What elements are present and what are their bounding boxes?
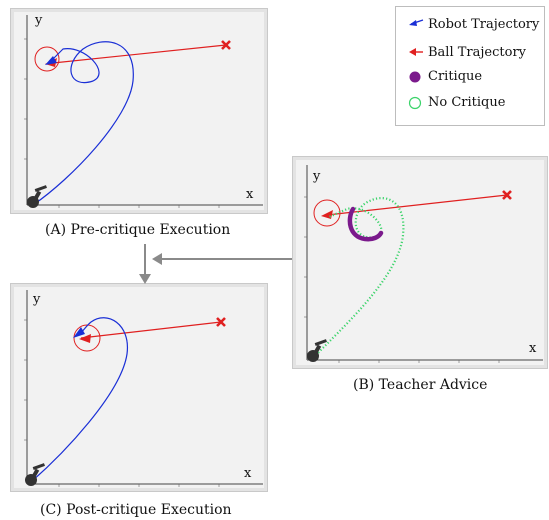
ball-trajectory: [326, 194, 508, 216]
catch-zone-circle: [73, 324, 101, 352]
critique-segment: [347, 206, 384, 242]
robot-icon: [307, 339, 327, 362]
robot-trajectory: [30, 317, 128, 483]
legend: Robot Trajectory Ball Trajectory Critiqu…: [395, 6, 545, 126]
y-axis-label: y: [35, 13, 43, 28]
robot-icon: [25, 463, 45, 486]
y-axis-label: y: [313, 169, 321, 184]
panel-b-plot: [304, 165, 543, 363]
panel-c-post-critique: y x: [10, 283, 268, 492]
ball-arrowhead: [79, 334, 91, 343]
panel-a-pre-critique: y x: [10, 8, 268, 214]
ball-arrow-icon: [409, 48, 423, 56]
critique-dot-icon: [409, 71, 421, 83]
caption-b: (B) Teacher Advice: [353, 377, 488, 393]
no-critique-circle-icon: [408, 96, 422, 110]
panel-a-plot: [24, 15, 263, 208]
caption-a: (A) Pre-critique Execution: [45, 222, 231, 238]
robot-trajectory: [32, 41, 134, 206]
robot-arrow-icon: [409, 19, 424, 26]
robot-arrowhead: [45, 56, 57, 65]
connector-a-to-c-arrowhead: [139, 274, 151, 284]
ball-start-marker: [502, 190, 512, 200]
panel-b-teacher-advice: y x: [292, 156, 548, 369]
x-axis-label: x: [246, 187, 254, 202]
panel-c-plot: [24, 290, 263, 487]
ball-trajectory: [52, 44, 227, 64]
connector-b-to-c-arrowhead: [152, 253, 162, 265]
ball-trajectory: [80, 321, 222, 339]
y-axis-label: y: [33, 292, 41, 307]
robot-icon: [27, 185, 47, 208]
x-axis-label: x: [244, 466, 252, 481]
ball-start-marker: [221, 40, 231, 50]
catch-zone-circle: [34, 46, 60, 72]
catch-zone-circle: [313, 199, 341, 227]
x-axis-label: x: [529, 341, 537, 356]
caption-c: (C) Post-critique Execution: [40, 502, 232, 518]
ball-start-marker: [216, 317, 226, 327]
robot-arrowhead: [73, 327, 85, 338]
